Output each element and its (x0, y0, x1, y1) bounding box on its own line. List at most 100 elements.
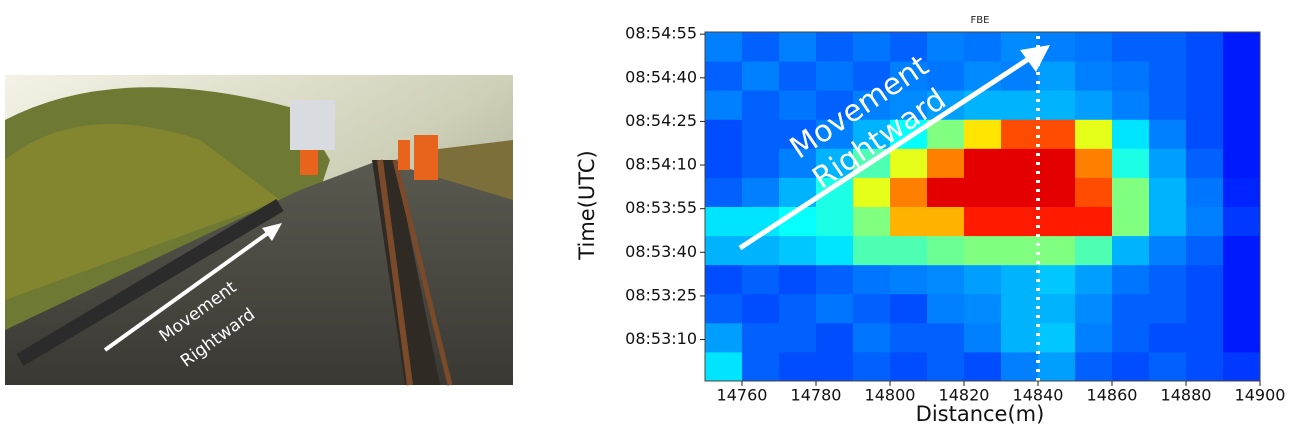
heat-cell (1186, 32, 1224, 62)
heat-cell (816, 61, 854, 91)
heat-cell (816, 32, 854, 62)
heat-cell (853, 32, 891, 62)
heat-cell (853, 236, 891, 266)
heat-cell (1186, 265, 1224, 295)
heat-cell (890, 323, 928, 353)
heat-cell (1075, 119, 1113, 149)
heat-cell (1038, 177, 1076, 207)
heat-cell (1112, 32, 1150, 62)
heat-cell (1149, 119, 1187, 149)
heat-cell (1149, 352, 1187, 382)
heat-cell (964, 236, 1002, 266)
y-tick-label: 08:53:25 (625, 285, 697, 304)
heat-cell (1001, 352, 1039, 382)
heat-cell (964, 352, 1002, 382)
y-tick-label: 08:54:25 (625, 111, 697, 130)
heat-cell (816, 352, 854, 382)
x-tick-label: 14820 (939, 386, 990, 405)
heat-cell (1038, 265, 1076, 295)
x-tick-label: 14900 (1235, 386, 1286, 405)
heat-cell (1075, 177, 1113, 207)
heat-cell (1038, 352, 1076, 382)
heat-cell (1223, 236, 1261, 266)
heat-cell (890, 294, 928, 324)
heat-cell (705, 207, 743, 237)
heat-cell (1186, 294, 1224, 324)
heat-cell (853, 177, 891, 207)
heat-cell (1001, 323, 1039, 353)
heat-cell (1186, 90, 1224, 120)
heat-cell (927, 207, 965, 237)
y-tick-label: 08:53:55 (625, 198, 697, 217)
heat-cell (1186, 323, 1224, 353)
heat-cell (1075, 90, 1113, 120)
heat-cell (1186, 352, 1224, 382)
heat-cell (779, 32, 817, 62)
heat-cell (1223, 119, 1261, 149)
heat-cell (742, 323, 780, 353)
heat-cell (890, 177, 928, 207)
heat-cell (1112, 119, 1150, 149)
heat-cell (1149, 323, 1187, 353)
heat-cell (1223, 265, 1261, 295)
heat-cell (890, 265, 928, 295)
heat-cell (705, 265, 743, 295)
x-tick-label: 14780 (791, 386, 842, 405)
heat-cell (1149, 90, 1187, 120)
heat-cell (853, 294, 891, 324)
heat-cell (1149, 294, 1187, 324)
heat-cell (1038, 294, 1076, 324)
heat-cell (1001, 294, 1039, 324)
heat-cell (742, 32, 780, 62)
heat-cell (1112, 265, 1150, 295)
heat-cell (1075, 148, 1113, 178)
heat-cell (1186, 177, 1224, 207)
heat-cell (853, 207, 891, 237)
heat-cell (964, 323, 1002, 353)
x-tick-label: 14760 (717, 386, 768, 405)
heat-cell (816, 323, 854, 353)
heat-cell (742, 294, 780, 324)
heat-cell (1038, 148, 1076, 178)
heat-cell (1186, 119, 1224, 149)
heat-cell (1149, 61, 1187, 91)
heat-cell (1223, 148, 1261, 178)
heat-cell (1038, 236, 1076, 266)
heat-cell (1149, 265, 1187, 295)
heat-cell (705, 61, 743, 91)
heat-cell (1149, 207, 1187, 237)
heat-cell (705, 323, 743, 353)
heat-cell (1075, 207, 1113, 237)
heat-cell (1149, 32, 1187, 62)
heat-cell (742, 177, 780, 207)
heat-cell (1038, 207, 1076, 237)
heat-cell (964, 265, 1002, 295)
heat-cell (779, 265, 817, 295)
heat-cell (1223, 207, 1261, 237)
heat-cell (927, 352, 965, 382)
heat-cell (1038, 119, 1076, 149)
heat-cell (1075, 236, 1113, 266)
heat-cell (853, 265, 891, 295)
heat-cell (1075, 352, 1113, 382)
photo: Movement Rightward (5, 75, 513, 385)
heat-cell (1112, 207, 1150, 237)
heat-cell (705, 32, 743, 62)
y-tick-label: 08:53:40 (625, 242, 697, 261)
heat-cell (1186, 148, 1224, 178)
heat-cell (1075, 61, 1113, 91)
heat-cell (1001, 119, 1039, 149)
heat-cell (1112, 352, 1150, 382)
heat-cell (1112, 236, 1150, 266)
heat-cell (1001, 90, 1039, 120)
heat-cell (742, 265, 780, 295)
heat-cell (1149, 177, 1187, 207)
heat-cell (1001, 148, 1039, 178)
heat-cell (742, 148, 780, 178)
heat-cell (927, 236, 965, 266)
heat-cell (816, 207, 854, 237)
heat-cell (705, 236, 743, 266)
x-tick-label: 14800 (865, 386, 916, 405)
heat-cell (1112, 61, 1150, 91)
heat-cell (779, 236, 817, 266)
